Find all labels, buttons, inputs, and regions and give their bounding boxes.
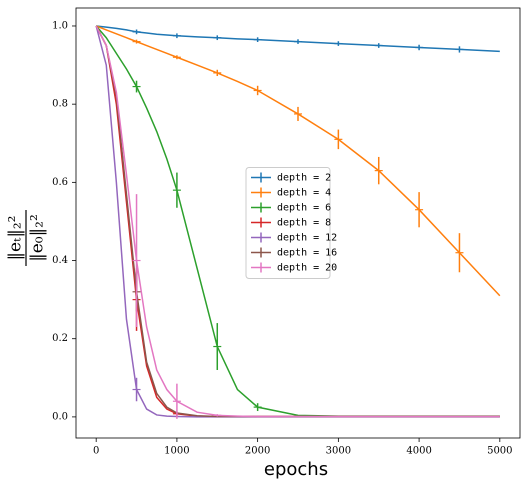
plot-frame [75, 7, 521, 439]
legend-label: depth = 6 [277, 203, 331, 214]
legend-label: depth = 20 [277, 263, 337, 274]
legend-label: depth = 8 [277, 218, 331, 229]
y-tick-label: 0.6 [52, 177, 68, 188]
legend: depth = 2 depth = 4 depth = 6 depth = 8 dept… [245, 167, 337, 279]
x-tick-label: 1000 [164, 446, 189, 457]
legend-label: depth = 2 [277, 173, 331, 184]
x-tick-label: 0 [93, 446, 99, 457]
x-axis-label: epochs [264, 459, 328, 480]
x-tick-label: 4000 [406, 446, 431, 457]
x-tick-label: 3000 [326, 446, 351, 457]
legend-box [245, 167, 331, 279]
series-line [96, 25, 500, 53]
legend-label: depth = 16 [277, 248, 337, 259]
y-tick-label: 0.8 [52, 99, 68, 110]
y-tick-label: 0.2 [52, 333, 68, 344]
y-label-numerator: ‖eₜ‖₂² [6, 216, 26, 261]
series-line [95, 25, 500, 418]
y-tick-label: 0.0 [52, 411, 68, 422]
x-tick-label: 5000 [487, 446, 512, 457]
x-tick-label: 2000 [245, 446, 270, 457]
y-tick-label: 0.4 [52, 255, 68, 266]
legend-label: depth = 4 [277, 188, 331, 199]
legend-label: depth = 12 [277, 233, 337, 244]
y-tick-label: 1.0 [52, 20, 68, 31]
y-label-denominator: ‖e₀‖₂² [28, 214, 48, 262]
y-axis-label: ‖eₜ‖₂² ‖e₀‖₂² [6, 210, 48, 266]
